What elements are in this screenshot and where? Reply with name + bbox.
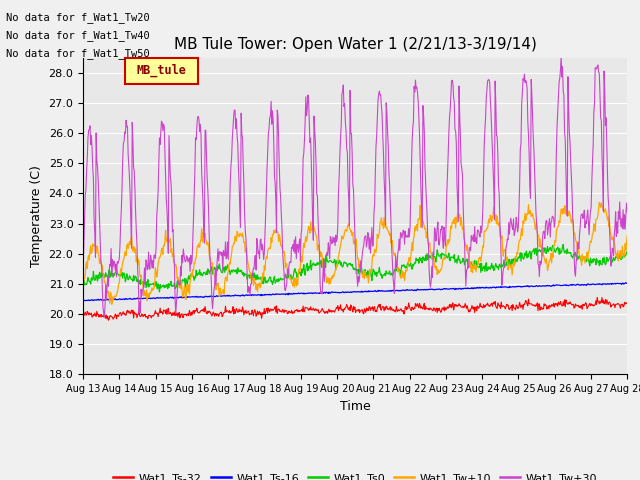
Wat1_Tw+10 xyxy=(623,233,631,239)
Wat1_Ts-16 xyxy=(548,282,556,288)
Wat1_Tw+30 xyxy=(100,314,108,320)
Wat1_Tw+30 xyxy=(396,248,404,253)
Line: Wat1_Ts-32: Wat1_Ts-32 xyxy=(83,298,627,320)
Wat1_Ts0 xyxy=(396,268,404,274)
Wat1_Tw+30 xyxy=(623,209,631,215)
Wat1_Ts-16 xyxy=(79,297,87,303)
Wat1_Tw+10 xyxy=(396,271,404,277)
Wat1_Tw+10 xyxy=(493,221,500,227)
Y-axis label: Temperature (C): Temperature (C) xyxy=(30,165,43,267)
Wat1_Ts-32 xyxy=(104,317,112,323)
Wat1_Ts0 xyxy=(493,263,500,269)
Wat1_Ts-32 xyxy=(79,312,87,318)
Wat1_Ts0 xyxy=(156,289,163,295)
Wat1_Tw+10 xyxy=(410,234,418,240)
Wat1_Ts-16 xyxy=(410,288,418,293)
Wat1_Ts-16 xyxy=(427,287,435,292)
Wat1_Ts-32 xyxy=(548,302,556,308)
Wat1_Tw+30 xyxy=(493,132,500,138)
Wat1_Tw+30 xyxy=(548,213,556,219)
Wat1_Ts0 xyxy=(548,243,556,249)
Line: Wat1_Ts0: Wat1_Ts0 xyxy=(83,244,627,292)
Legend: Wat1_Ts-32, Wat1_Ts-16, Wat1_Ts0, Wat1_Tw+10, Wat1_Tw+30: Wat1_Ts-32, Wat1_Ts-16, Wat1_Ts0, Wat1_T… xyxy=(109,468,602,480)
Wat1_Ts-32 xyxy=(410,305,418,311)
Wat1_Ts-32 xyxy=(598,295,606,300)
Wat1_Ts0 xyxy=(113,266,120,272)
Text: No data for f_Wat1_Tw50: No data for f_Wat1_Tw50 xyxy=(6,48,150,60)
Wat1_Ts0 xyxy=(79,281,87,287)
Wat1_Tw+10 xyxy=(113,289,121,295)
Wat1_Ts-16 xyxy=(493,284,500,290)
Line: Wat1_Tw+30: Wat1_Tw+30 xyxy=(83,56,627,317)
Wat1_Ts-16 xyxy=(80,298,88,303)
Wat1_Tw+30 xyxy=(410,84,418,89)
Wat1_Ts-32 xyxy=(427,305,435,311)
Line: Wat1_Ts-16: Wat1_Ts-16 xyxy=(83,283,627,300)
Wat1_Ts0 xyxy=(427,255,435,261)
Wat1_Ts-32 xyxy=(493,304,500,310)
Text: No data for f_Wat1_Tw20: No data for f_Wat1_Tw20 xyxy=(6,12,150,23)
Wat1_Tw+30 xyxy=(79,265,87,271)
Wat1_Ts-32 xyxy=(396,308,404,313)
Wat1_Tw+10 xyxy=(108,301,116,307)
Wat1_Tw+30 xyxy=(427,284,435,290)
Text: No data for f_Wat1_Tw40: No data for f_Wat1_Tw40 xyxy=(6,30,150,41)
Wat1_Tw+10 xyxy=(427,250,435,255)
Wat1_Tw+10 xyxy=(79,283,87,288)
Wat1_Ts-16 xyxy=(396,288,404,294)
Wat1_Tw+10 xyxy=(548,250,556,256)
Wat1_Tw+30 xyxy=(557,53,565,59)
Wat1_Ts-32 xyxy=(113,312,121,318)
X-axis label: Time: Time xyxy=(340,400,371,413)
Wat1_Tw+30 xyxy=(113,259,121,264)
Wat1_Ts0 xyxy=(559,241,567,247)
Wat1_Ts-16 xyxy=(623,281,631,287)
Line: Wat1_Tw+10: Wat1_Tw+10 xyxy=(83,203,627,304)
Wat1_Ts0 xyxy=(623,249,631,255)
Text: MB_tule: MB_tule xyxy=(137,64,186,77)
Wat1_Ts0 xyxy=(410,261,418,267)
Wat1_Ts-16 xyxy=(113,297,121,302)
Title: MB Tule Tower: Open Water 1 (2/21/13-3/19/14): MB Tule Tower: Open Water 1 (2/21/13-3/1… xyxy=(174,37,536,52)
Wat1_Ts-16 xyxy=(622,280,630,286)
Wat1_Tw+10 xyxy=(595,200,603,205)
Wat1_Ts-32 xyxy=(623,300,631,306)
